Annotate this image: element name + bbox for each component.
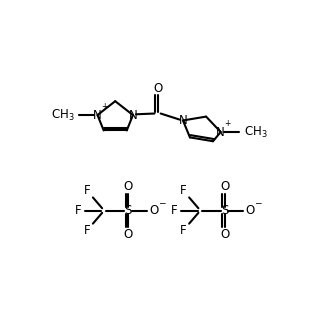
Text: N: N [179,114,187,127]
Text: S: S [221,204,228,217]
Text: F: F [180,224,186,237]
Text: O: O [153,82,162,95]
Text: +: + [224,119,231,128]
Text: O: O [245,204,255,217]
Text: F: F [75,204,82,217]
Text: O: O [220,228,229,241]
Text: N: N [129,109,137,121]
Text: O: O [124,180,133,193]
Text: N: N [216,125,225,139]
Text: CH$_3$: CH$_3$ [51,108,75,123]
Text: O: O [124,228,133,241]
Text: S: S [125,204,132,217]
Text: −: − [254,198,261,208]
Text: N: N [93,109,102,121]
Text: +: + [101,102,108,111]
Text: CH$_3$: CH$_3$ [244,124,268,140]
Text: O: O [220,180,229,193]
Text: −: − [158,198,165,208]
Text: O: O [149,204,158,217]
Text: F: F [83,224,90,237]
Text: F: F [180,184,186,197]
Text: F: F [83,184,90,197]
Text: F: F [171,204,178,217]
